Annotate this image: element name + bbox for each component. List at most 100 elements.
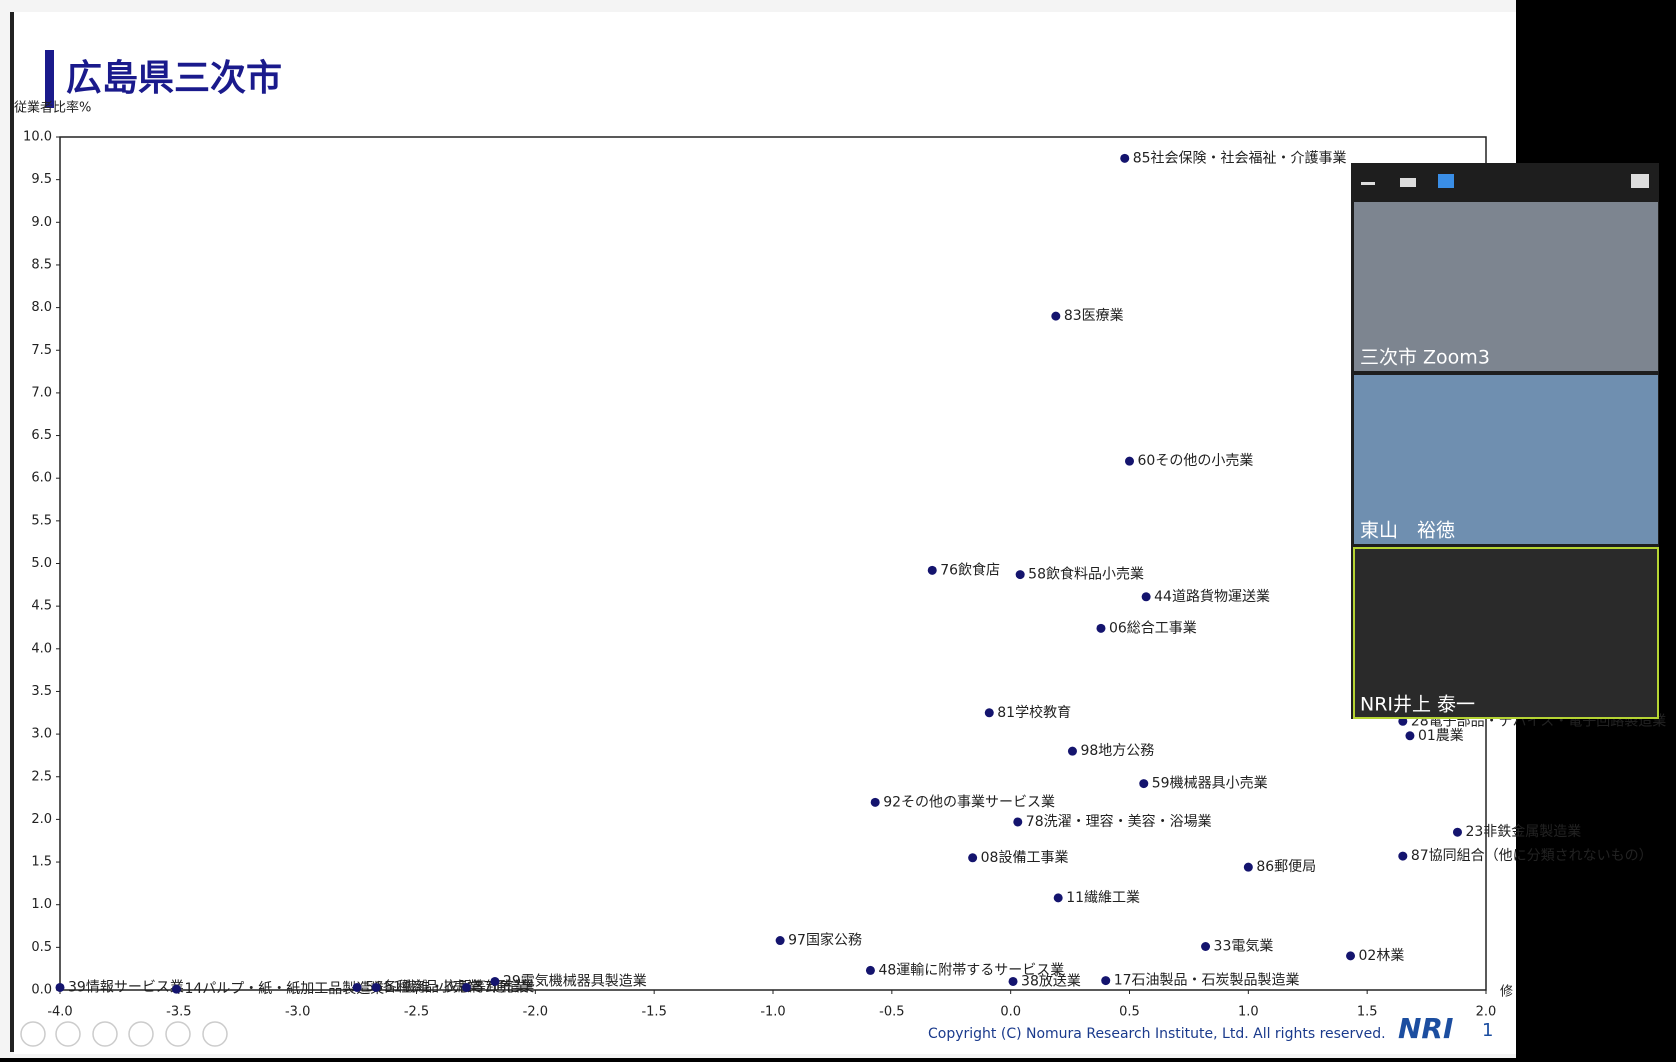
point [927,565,937,575]
x-tick-label: -4.0 [47,1005,72,1020]
point [984,708,994,718]
point-label: 78洗濯・理容・美容・浴場業 [1026,813,1212,830]
point [1141,592,1151,602]
point [865,965,875,975]
point [1120,153,1130,163]
point [1101,976,1111,986]
x-tick-label: -2.0 [523,1005,548,1020]
point [1139,779,1149,789]
y-tick-label: 1.0 [31,897,52,912]
point [461,982,471,992]
y-axis-label: 従業者比率% [14,100,91,116]
point [1346,951,1356,961]
participant-name: NRI井上 泰一 [1360,694,1475,716]
gallery-button[interactable] [1438,174,1454,188]
view-button[interactable] [1400,178,1416,187]
pen-button[interactable] [92,1021,118,1047]
x-tick-label: 0.0 [1000,1005,1021,1020]
y-tick-label: 7.5 [31,343,52,358]
y-tick-label: 5.5 [31,513,52,528]
copyright: Copyright (C) Nomura Research Institute,… [928,1026,1386,1042]
point-label: 85社会保険・社会福祉・介護事業 [1133,150,1347,166]
y-tick-label: 5.0 [31,556,52,571]
point-label: 97国家公務 [788,932,862,949]
point-label: 83医療業 [1064,307,1124,324]
y-tick-label: 2.5 [31,769,52,784]
x-tick-label: -3.5 [166,1005,191,1020]
y-tick-label: 7.0 [31,385,52,400]
page-number: 1 [1482,1020,1493,1041]
point [968,853,978,863]
point [1008,976,1018,986]
point-label: 01農業 [1418,728,1464,744]
more-button[interactable] [202,1021,228,1047]
x-tick-label: 1.0 [1238,1005,1259,1020]
point [1125,456,1134,466]
video-tile[interactable] [1354,375,1658,544]
prev-button[interactable] [20,1021,46,1047]
point-label: 33電気業 [1214,938,1274,954]
x-tick-label: 2.0 [1476,1005,1497,1020]
slides-button[interactable] [128,1021,154,1047]
y-tick-label: 4.0 [31,641,52,656]
point [55,982,65,992]
point-label: 06総合工事業 [1109,620,1197,636]
x-tick-label: -1.5 [641,1005,666,1020]
point [1051,311,1061,321]
y-tick-label: 3.0 [31,727,52,742]
slide-toolbar [20,1021,228,1047]
y-tick-label: 2.0 [31,812,52,827]
title-bar [45,50,54,108]
minimize-button[interactable] [1361,182,1375,185]
point-label: 17石油製品・石炭製品製造業 [1114,973,1300,989]
video-panel: 三次市 Zoom3 東山 裕徳 NRI井上 泰一 [1351,163,1659,719]
point [1015,570,1025,580]
participant-name: 三次市 Zoom3 [1360,347,1490,369]
x-tick-label: -3.0 [285,1005,310,1020]
point [1201,941,1211,951]
x-axis-label: 修 [1500,985,1513,1000]
x-tick-label: -2.5 [404,1005,429,1020]
participant-name: 東山 裕徳 [1360,520,1455,542]
point-label: 11繊維工業 [1066,890,1140,906]
point-label: 37通信業 [474,979,534,995]
zoom-button[interactable] [165,1021,191,1047]
point [1398,716,1408,726]
point-label: 39情報サービス業 [68,979,184,995]
expand-button[interactable] [1631,174,1649,188]
x-tick-label: 0.5 [1119,1005,1140,1020]
point [1398,851,1408,861]
point [1243,862,1253,872]
point [1452,827,1462,837]
point [1053,893,1063,903]
point [1013,817,1023,827]
point [1096,623,1106,633]
x-tick-label: -0.5 [879,1005,904,1020]
point [490,976,500,986]
x-tick-label: 1.5 [1357,1005,1378,1020]
slide-title: 広島県三次市 [66,58,282,99]
y-tick-label: 0.5 [31,940,52,955]
y-tick-label: 10.0 [23,130,52,145]
video-tile[interactable] [1353,547,1659,719]
slide [14,12,1516,1054]
y-tick-label: 3.5 [31,684,52,699]
slide-edge [10,12,14,1052]
point-label: 86郵便局 [1256,859,1316,875]
point-label: 58飲食料品小売業 [1028,566,1144,583]
y-tick-label: 6.0 [31,471,52,486]
point [171,984,181,994]
point-label: 48運輸に附帯するサービス業 [878,962,1064,978]
video-tile[interactable] [1354,202,1658,371]
y-tick-label: 4.5 [31,599,52,614]
point [371,982,381,992]
nri-logo: NRI [1398,1012,1453,1045]
y-tick-label: 9.5 [31,172,52,187]
point-label: 44道路貨物運送業 [1154,588,1270,605]
y-tick-label: 8.0 [31,300,52,315]
point-label: 87協同組合（他に分類されないもの） [1411,848,1653,864]
plot: 0.0 0.5 1.0 1.5 2.0 2.5 3.0 3.5 4.0 4.5 5.0 5.5 6.0 6… [23,130,1666,1020]
next-button[interactable] [55,1021,81,1047]
